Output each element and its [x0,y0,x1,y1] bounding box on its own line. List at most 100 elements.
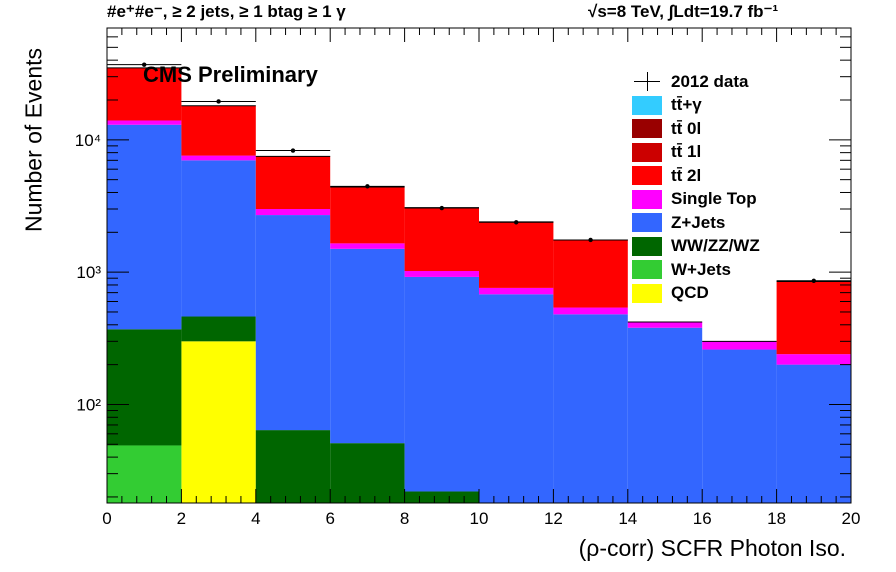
bar-single-top-bin-8 [702,341,777,350]
legend-swatch [632,119,662,139]
legend-entry-tt-2l: tt̄ 2l [632,164,846,188]
legend-swatch [632,213,662,233]
legend-swatch [632,189,662,209]
axes: 0 2 4 6 8 10 12 14 16 18 20 10² 10³ 10⁴ [75,27,861,528]
bar-ww-zz-wz-bin-4 [404,491,479,503]
bar-tt-2l-bin-3 [330,186,405,244]
data-point-marker [290,148,296,153]
legend-entry-z-jets: Z+Jets [632,211,846,235]
stacked-bars [107,67,851,503]
y-axis-label: Number of Events [20,47,47,233]
legend-label: tt̄ 1l [671,142,702,162]
data-point-marker [365,184,370,189]
data-point-marker [514,220,519,225]
bar-tt-2l-bin-4 [404,207,479,272]
bar-z-jets-bin-0 [107,124,182,330]
bar-z-jets-bin-9 [776,364,851,503]
bar-single-top-bin-7 [627,321,703,328]
y-tick-label: 10² [76,395,101,414]
bar-w-jets-bin-0 [107,445,182,503]
x-tick-label: 18 [767,509,786,528]
y-tick-label: 10³ [76,263,101,282]
legend-entry-2012-data: 2012 data [632,70,846,94]
bar-z-jets-bin-2 [255,215,331,431]
legend-entry-single-top: Single Top [632,188,846,212]
legend-label: tt̄ 2l [671,165,702,185]
data-point [107,62,182,67]
x-tick-label: 8 [400,509,409,528]
legend-label: 2012 data [671,71,749,91]
bar-single-top-bin-2 [255,209,331,216]
bar-single-top-bin-6 [553,307,628,315]
bar-tt-2l-bin-5 [479,221,554,288]
legend-label: WW/ZZ/WZ [671,236,760,256]
data-point [553,237,628,243]
data-point-marker [439,205,444,211]
data-point [181,99,256,104]
bar-single-top-bin-5 [479,287,554,295]
legend-swatch [632,95,662,115]
bar-z-jets-bin-5 [479,294,554,503]
data-point [404,205,479,211]
bar-single-top-bin-0 [107,120,182,125]
legend-entry-qcd: QCD [632,282,846,306]
bar-qcd-bin-1 [181,341,256,503]
cms-preliminary-label: CMS Preliminary [143,62,318,87]
legend-swatch [632,72,662,92]
data-point [330,184,405,189]
legend: 2012 data tt̄+γ tt̄ 0l tt̄ 1l tt̄ 2l Single T… [632,70,846,305]
legend-entry-tt-1l: tt̄ 1l [632,141,846,165]
bar-z-jets-bin-6 [553,314,628,503]
legend-entry-w-jets: W+Jets [632,258,846,282]
bar-z-jets-bin-4 [404,276,479,492]
legend-label: Z+Jets [671,212,726,232]
data-point [479,220,554,225]
bar-single-top-bin-3 [330,243,405,249]
bar-ww-zz-wz-bin-0 [107,329,182,446]
x-tick-label: 4 [251,509,260,528]
selection-header: #e⁺#e⁻, ≥ 2 jets, ≥ 1 btag ≥ 1 γ [107,2,346,21]
x-tick-label: 2 [177,509,186,528]
legend-label: QCD [671,283,709,303]
y-tick-label: 10⁴ [75,131,101,150]
energy-lumi-header: √s=8 TeV, ∫Ldt=19.7 fb⁻¹ [588,2,779,21]
bar-z-jets-bin-8 [702,349,777,503]
bar-z-jets-bin-3 [330,248,405,444]
legend-swatch [632,166,662,186]
legend-swatch [632,260,662,280]
legend-entry-tt: tt̄+γ [632,94,846,118]
legend-label: tt̄+γ [671,95,702,115]
legend-label: Single Top [671,189,757,209]
legend-entry-tt-0l: tt̄ 0l [632,117,846,141]
data-point-marker [142,62,147,67]
legend-swatch [632,283,662,303]
bar-tt-2l-bin-1 [181,105,256,156]
bar-ww-zz-wz-bin-1 [181,316,256,342]
x-tick-label: 20 [842,509,861,528]
data-point-marker [216,99,221,104]
bar-z-jets-bin-7 [627,327,703,503]
legend-swatch [632,236,662,256]
bar-tt-2l-bin-0 [107,67,182,121]
bar-single-top-bin-9 [776,354,851,365]
legend-label: tt̄ 0l [671,118,702,138]
x-tick-label: 6 [325,509,334,528]
bar-z-jets-bin-1 [181,160,256,317]
x-tick-label: 12 [544,509,563,528]
data-point [255,148,331,153]
bar-ww-zz-wz-bin-2 [255,430,331,503]
x-tick-label: 10 [470,509,489,528]
bar-single-top-bin-1 [181,155,256,161]
data-points [107,62,851,284]
x-tick-label: 0 [102,509,111,528]
bar-ww-zz-wz-bin-3 [330,443,405,503]
bar-tt-2l-bin-9 [776,281,851,355]
bar-single-top-bin-4 [404,271,479,277]
x-tick-label: 16 [693,509,712,528]
data-point-marker [811,278,816,284]
data-point-marker [588,237,593,243]
legend-swatch [632,142,662,162]
data-point [776,278,851,284]
bar-tt-2l-bin-6 [553,239,628,308]
